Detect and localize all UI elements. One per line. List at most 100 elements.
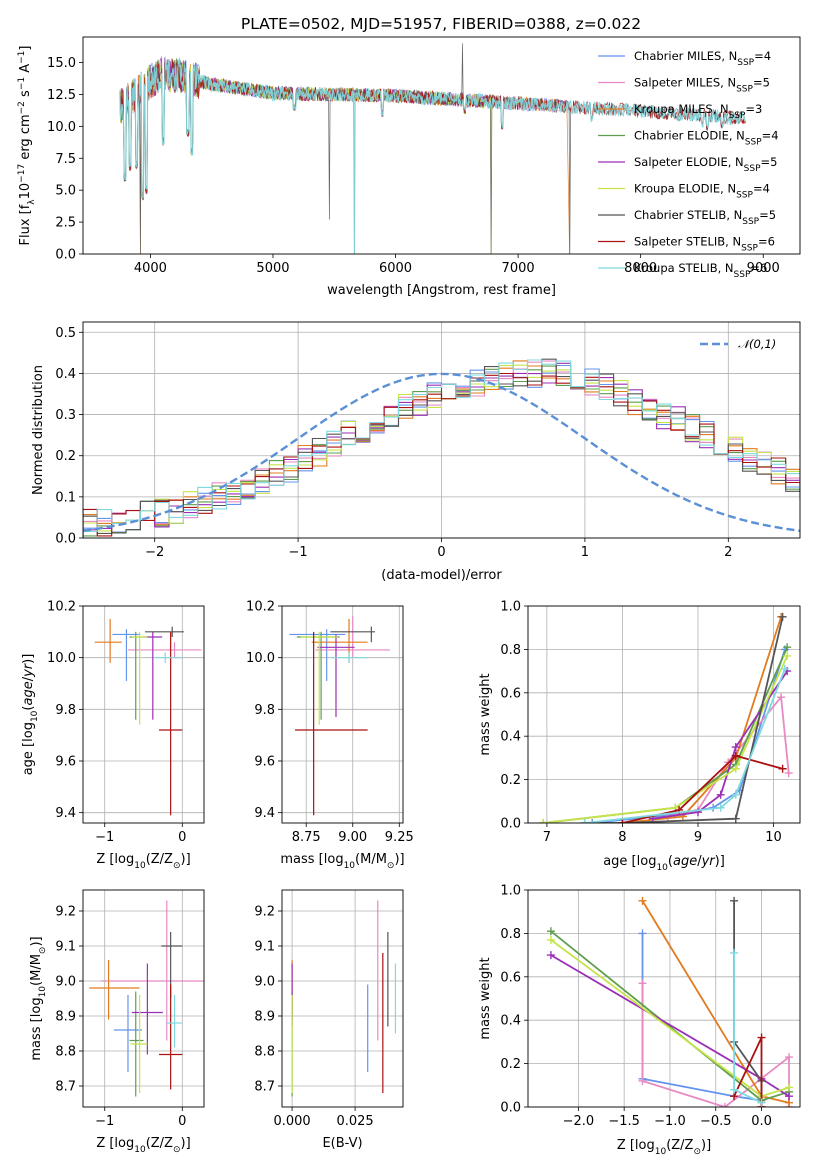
label-part: SSP: [745, 138, 762, 148]
y-tick-label: 10.0: [47, 651, 76, 666]
label-part: 10: [344, 861, 356, 871]
weight-marker-kroupa_elodie: [785, 1083, 794, 1092]
x-tick-label: 8.75: [292, 830, 321, 845]
y-tick-label: 9.2: [254, 905, 275, 920]
axes-frame: [281, 605, 404, 824]
label-part: =5: [753, 76, 770, 90]
y-tick-label: 8.9: [55, 1010, 76, 1025]
label-part: =5: [761, 155, 778, 169]
weight-marker-salpeter_miles: [777, 693, 786, 702]
weight-marker-salpeter_stelib: [757, 1033, 766, 1042]
axes-frame: [82, 321, 801, 539]
histogram-salpeter_elodie: [83, 362, 800, 538]
label-part: )]: [715, 854, 725, 869]
label-part: )]: [701, 1138, 711, 1153]
label-part: =3: [745, 102, 762, 116]
label-part: age [log: [603, 854, 656, 869]
x-tick-label: 9000: [747, 261, 780, 276]
y-tick-label: 1.0: [500, 884, 521, 899]
y-tick-label: 12.5: [47, 88, 76, 103]
label-part: SSP: [744, 164, 761, 174]
legend-label-salpeter_elodie: Salpeter ELODIE, NSSP=5: [634, 155, 777, 174]
weight-marker-kroupa_stelib: [730, 1085, 739, 1094]
spectrum-panel: 4000 5000 6000 7000 8000 9000 0.0 2.5 5.0 7.5 10.0…: [17, 36, 801, 298]
y-tick-label: 2.5: [55, 216, 76, 231]
plot-area: [291, 900, 397, 1097]
weight-marker-chabrier_stelib: [730, 896, 739, 905]
label-part: E(B-V): [322, 1136, 362, 1151]
weight-marker-salpeter_miles: [784, 769, 793, 778]
y-tick-label: 0.4: [500, 730, 521, 745]
y-tick-label: 0.2: [55, 449, 76, 464]
axes-frame: [82, 605, 205, 824]
label-part: (: [21, 706, 36, 711]
x-tick-label: 5000: [256, 261, 289, 276]
y-axis-label: mass weight: [478, 673, 493, 755]
y-tick-label: 0.3: [55, 408, 76, 423]
weight-marker-chabrier_elodie: [783, 643, 792, 652]
x-tick-label: 8: [618, 830, 626, 845]
weight-line-salpeter_miles: [641, 983, 790, 1107]
y-tick-label: 9.0: [55, 975, 76, 990]
label-part: λ: [27, 199, 37, 205]
legend-label-salpeter_stelib: Salpeter STELIB, NSSP=6: [634, 235, 775, 254]
y-tick-label: 0.6: [500, 686, 521, 701]
x-axis-label: age [log10(age/yr)]: [603, 854, 725, 873]
weight-marker-chabrier_stelib: [778, 612, 787, 621]
label-part: 10: [38, 986, 48, 998]
label-part: /: [697, 854, 702, 869]
x-tick-label: −1.0: [654, 1114, 686, 1129]
x-tick-label: 0.0: [751, 1114, 772, 1129]
label-part: ⊙: [693, 1147, 701, 1157]
y-tick-label: 15.0: [47, 56, 76, 71]
plot-area: [539, 612, 793, 823]
label-part: −17: [17, 164, 27, 183]
x-tick-label: 0: [437, 545, 445, 560]
label-part: A: [18, 64, 33, 77]
x-tick-label: 7000: [502, 261, 535, 276]
label-part: 10: [134, 1145, 146, 1155]
weight-marker-salpeter_elodie: [785, 1092, 794, 1101]
x-tick-label: −1: [95, 1114, 114, 1129]
label-part: Chabrier STELIB, N: [634, 208, 742, 222]
mass-weight-vs-metallicity-panel: −2.0 −1.5 −1.0 −0.5 0.0 0.0 0.2 0.4 0.6 0.8 1.0 Z […: [478, 884, 801, 1157]
y-tick-label: 0.0: [55, 248, 76, 263]
x-tick-label: −1: [95, 830, 114, 845]
x-tick-label: −2: [145, 545, 164, 560]
label-part: 10: [18, 183, 33, 200]
label-part: Z [log: [96, 1136, 134, 1151]
label-part: 10: [656, 863, 668, 873]
label-part: SSP: [729, 111, 746, 121]
weight-marker-salpeter_miles: [638, 979, 647, 988]
axes-frame: [527, 605, 801, 824]
histogram-kroupa_stelib: [83, 359, 800, 538]
weight-line-kroupa_stelib: [584, 668, 786, 823]
x-axis-label: (data-model)/error: [381, 568, 502, 583]
weight-marker-salpeter_elodie: [731, 743, 740, 752]
weight-marker-salpeter_stelib: [618, 819, 627, 823]
histogram-kroupa_miles: [83, 360, 800, 538]
label-part: age: [21, 681, 36, 705]
y-tick-label: 0.8: [500, 643, 521, 658]
legend-label-salpeter_miles: Salpeter MILES, NSSP=5: [634, 76, 770, 95]
label-part: Kroupa STELIB, N: [634, 261, 734, 275]
y-axis-label: Normed distribution: [31, 365, 46, 495]
spectrum-line-salpeter_stelib: [119, 59, 746, 199]
x-tick-label: 9.25: [385, 830, 414, 845]
label-part: yr: [21, 662, 36, 678]
y-tick-label: 0.6: [500, 970, 521, 985]
y-tick-label: 10.2: [246, 600, 275, 615]
y-tick-label: 10.0: [47, 120, 76, 135]
label-part: erg cm: [18, 114, 33, 163]
y-tick-label: 0.1: [55, 490, 76, 505]
label-part: mass [log: [29, 997, 44, 1060]
label-part: age: [673, 854, 697, 869]
label-part: 10: [655, 1147, 667, 1157]
weight-marker-kroupa_miles: [638, 896, 647, 905]
y-tick-label: 0.0: [55, 532, 76, 547]
histogram-chabrier_stelib: [83, 358, 800, 538]
weight-marker-kroupa_elodie: [783, 651, 792, 660]
weight-marker-kroupa_elodie: [539, 819, 548, 823]
legend-label-chabrier_stelib: Chabrier STELIB, NSSP=5: [634, 208, 776, 227]
